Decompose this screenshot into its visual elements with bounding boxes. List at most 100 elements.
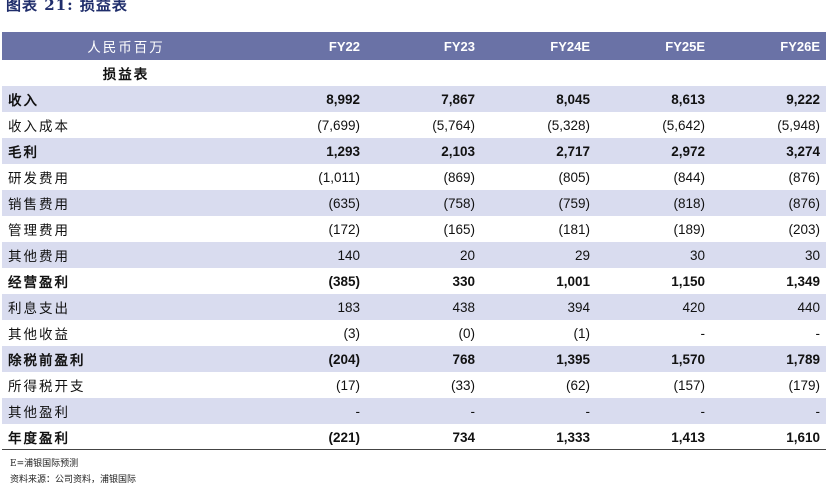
value-cell: 183 [337, 299, 360, 315]
value-cell: - [470, 403, 476, 419]
value-cell: 8,613 [671, 91, 705, 107]
income-statement-table: 人民币百万 FY22 FY23 FY24E FY25E FY26E 损益表 收入… [2, 32, 826, 450]
value-cell: (869) [443, 169, 475, 185]
value-cell: (179) [788, 377, 820, 393]
table-row: 所得税开支 (17) (33) (62) (157) (179) [2, 372, 826, 398]
year-header: FY25E [665, 38, 705, 54]
value-cell: 438 [452, 299, 475, 315]
value-cell: (1,011) [318, 169, 360, 185]
value-cell: (62) [565, 377, 590, 393]
footnote-estimate: E=浦银国际预测 [10, 459, 79, 469]
row-label: 管理费用 [8, 223, 70, 239]
value-cell: (876) [788, 169, 820, 185]
value-cell: 2,103 [441, 143, 475, 159]
table-bottom-rule [2, 449, 826, 450]
value-cell: 30 [804, 247, 820, 263]
value-cell: - [700, 403, 706, 419]
value-cell: (221) [328, 429, 360, 445]
row-label: 销售费用 [8, 197, 70, 213]
year-header: FY23 [443, 38, 475, 54]
value-cell: 9,222 [786, 91, 820, 107]
value-cell: 8,992 [326, 91, 360, 107]
value-cell: 420 [682, 299, 705, 315]
value-cell: (844) [673, 169, 705, 185]
value-cell: 1,150 [671, 273, 705, 289]
value-cell: 8,045 [556, 91, 590, 107]
table-row: 其他盈利 - - - - - [2, 398, 826, 424]
value-cell: 2,972 [671, 143, 705, 159]
value-cell: 1,610 [786, 429, 820, 445]
section-title: 损益表 [102, 67, 150, 83]
value-cell: (181) [558, 221, 590, 237]
value-cell: 1,789 [786, 351, 820, 367]
row-label: 所得税开支 [8, 379, 86, 395]
value-cell: 2,717 [556, 143, 590, 159]
value-cell: (3) [343, 325, 361, 341]
value-cell: (204) [328, 351, 360, 367]
value-cell: 1,333 [556, 429, 590, 445]
table-row: 研发费用 (1,011) (869) (805) (844) (876) [2, 164, 826, 190]
value-cell: (33) [450, 377, 475, 393]
table-row: 毛利 1,293 2,103 2,717 2,972 3,274 [2, 138, 826, 164]
row-label: 研发费用 [8, 171, 70, 187]
row-label: 收入 [8, 93, 39, 109]
value-cell: (758) [443, 195, 475, 211]
value-cell: - [815, 325, 821, 341]
value-cell: - [585, 403, 591, 419]
value-cell: 1,293 [326, 143, 360, 159]
table-row: 其他收益 (3) (0) (1) - - [2, 320, 826, 346]
value-cell: 1,570 [671, 351, 705, 367]
value-cell: 1,395 [556, 351, 590, 367]
year-header: FY26E [780, 38, 820, 54]
value-cell: (759) [558, 195, 590, 211]
value-cell: 29 [574, 247, 590, 263]
value-cell: (165) [443, 221, 475, 237]
row-label: 其他费用 [8, 249, 70, 265]
row-label: 年度盈利 [8, 431, 70, 447]
value-cell: (17) [335, 377, 360, 393]
value-cell: (189) [673, 221, 705, 237]
year-header: FY24E [550, 38, 590, 54]
value-cell: (805) [558, 169, 590, 185]
row-label: 收入成本 [8, 119, 70, 135]
row-label: 毛利 [8, 145, 39, 161]
value-cell: (876) [788, 195, 820, 211]
value-cell: 768 [452, 351, 475, 367]
row-label: 经营盈利 [8, 275, 70, 291]
table-row: 利息支出 183 438 394 420 440 [2, 294, 826, 320]
value-cell: 440 [797, 299, 820, 315]
value-cell: 1,349 [786, 273, 820, 289]
unit-label: 人民币百万 [87, 40, 165, 56]
value-cell: 330 [452, 273, 475, 289]
value-cell: (5,948) [777, 117, 820, 133]
value-cell: 7,867 [441, 91, 475, 107]
section-title-row: 损益表 [2, 60, 826, 86]
value-cell: (1) [573, 325, 591, 341]
value-cell: 20 [459, 247, 475, 263]
value-cell: 1,413 [671, 429, 705, 445]
row-label: 利息支出 [8, 301, 70, 317]
table-row: 管理费用 (172) (165) (181) (189) (203) [2, 216, 826, 242]
row-label: 除税前盈利 [8, 353, 86, 369]
value-cell: (5,764) [432, 117, 475, 133]
value-cell: 140 [337, 247, 360, 263]
value-cell: 1,001 [556, 273, 590, 289]
value-cell: 734 [452, 429, 475, 445]
row-label: 其他收益 [8, 327, 70, 343]
value-cell: (172) [328, 221, 360, 237]
value-cell: 3,274 [786, 143, 820, 159]
value-cell: - [700, 325, 706, 341]
row-label: 其他盈利 [8, 405, 70, 421]
value-cell: (818) [673, 195, 705, 211]
value-cell: (635) [328, 195, 360, 211]
table-header-row: 人民币百万 FY22 FY23 FY24E FY25E FY26E [2, 32, 826, 60]
value-cell: (5,642) [662, 117, 705, 133]
table-row: 经营盈利 (385) 330 1,001 1,150 1,349 [2, 268, 826, 294]
table-row: 年度盈利 (221) 734 1,333 1,413 1,610 [2, 424, 826, 450]
value-cell: (7,699) [317, 117, 360, 133]
value-cell: 394 [567, 299, 590, 315]
value-cell: (203) [788, 221, 820, 237]
table-row: 销售费用 (635) (758) (759) (818) (876) [2, 190, 826, 216]
value-cell: (5,328) [547, 117, 590, 133]
value-cell: - [815, 403, 821, 419]
